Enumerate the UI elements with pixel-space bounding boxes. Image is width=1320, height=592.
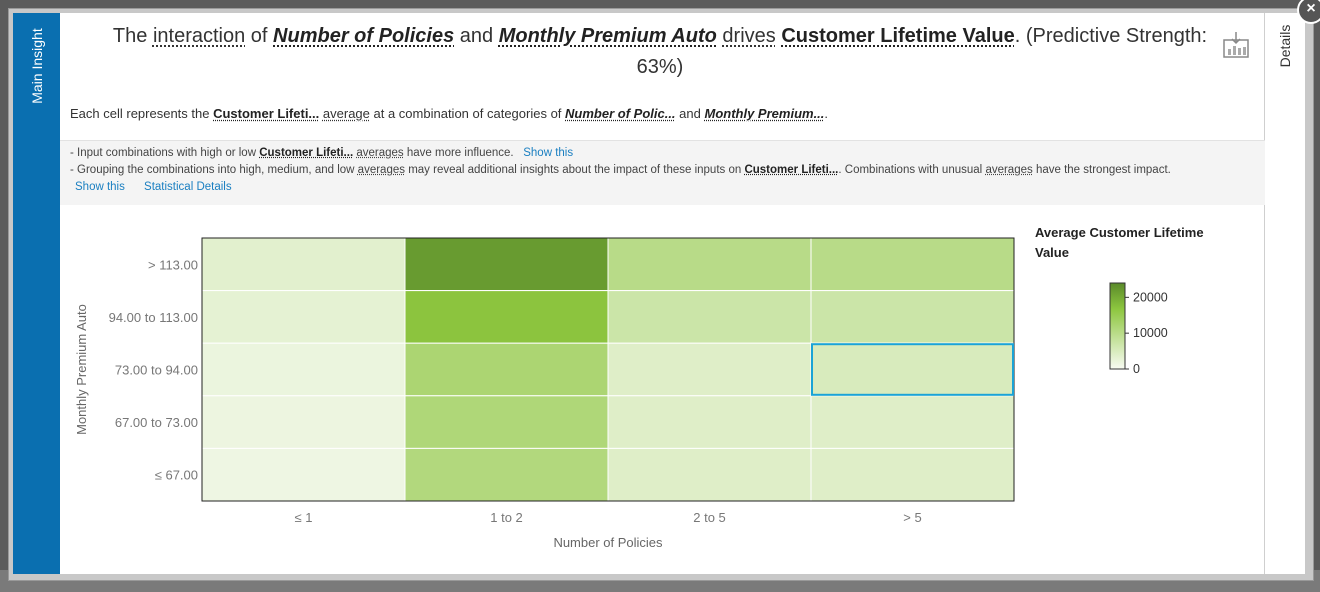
headline-interaction-term[interactable]: interaction — [152, 25, 246, 47]
y-tick-label: > 113.00 — [148, 257, 198, 272]
headline-text: of — [250, 25, 268, 47]
x-axis-label: Number of Policies — [553, 535, 663, 550]
heatmap-cell[interactable] — [201, 395, 406, 449]
heatmap-cell[interactable] — [810, 342, 1015, 397]
note-average-term[interactable]: averages — [357, 164, 405, 176]
note-text: have more influence. — [406, 147, 514, 159]
legend-color-bar — [1109, 282, 1126, 370]
details-tab-label: Details — [1277, 24, 1293, 68]
note-text: . Combinations with unusual — [838, 164, 983, 176]
headline-text: The — [112, 25, 148, 47]
x-tick-label: ≤ 1 — [295, 510, 313, 525]
subline-field-premium[interactable]: Monthly Premium... — [704, 106, 825, 121]
close-icon[interactable]: × — [1297, 0, 1320, 24]
details-tab[interactable]: Details — [1264, 13, 1305, 574]
heatmap-cell[interactable] — [607, 237, 812, 292]
cell-description: Each cell represents the Customer Lifeti… — [70, 106, 828, 121]
heatmap-cell[interactable] — [810, 237, 1015, 292]
note-text: have the strongest impact. — [1035, 164, 1171, 176]
note-target-field[interactable]: Customer Lifeti... — [744, 164, 839, 176]
note-average-term[interactable]: averages — [356, 147, 404, 159]
headline-strength: . (Predictive Strength: 63%) — [636, 25, 1208, 78]
x-tick-label: 1 to 2 — [490, 510, 523, 525]
headline-drives-term[interactable]: drives — [722, 25, 776, 47]
note-target-field[interactable]: Customer Lifeti... — [259, 147, 354, 159]
show-this-link-2[interactable]: Show this — [75, 181, 125, 193]
note-2: - Grouping the combinations into high, m… — [70, 164, 1171, 176]
legend-tick-label: 20000 — [1133, 290, 1168, 304]
heatmap-cell[interactable] — [810, 290, 1015, 344]
note-links: Show this Statistical Details — [75, 181, 232, 193]
y-tick-label: 67.00 to 73.00 — [115, 415, 198, 430]
y-axis-label: Monthly Premium Auto — [74, 304, 89, 435]
x-tick-label: 2 to 5 — [693, 510, 726, 525]
subline-average-term[interactable]: average — [322, 106, 370, 121]
subline-text: at a combination of categories of — [373, 106, 562, 121]
download-icon[interactable] — [1222, 31, 1250, 59]
heatmap-cell[interactable] — [404, 342, 609, 397]
y-tick-label: ≤ 67.00 — [155, 468, 198, 483]
y-tick-label: 94.00 to 113.00 — [109, 310, 198, 325]
y-tick-label: 73.00 to 94.00 — [115, 363, 198, 378]
headline-field-policies[interactable]: Number of Policies — [273, 25, 455, 47]
insight-headline: The interaction of Number of Policies an… — [90, 21, 1230, 83]
heatmap-cell[interactable] — [201, 447, 406, 502]
legend-title: Average Customer Lifetime Value — [1035, 225, 1204, 260]
headline-field-premium[interactable]: Monthly Premium Auto — [498, 25, 717, 47]
heatmap-cell[interactable] — [607, 342, 812, 397]
headline-text: and — [459, 25, 494, 47]
subline-target-field[interactable]: Customer Lifeti... — [213, 106, 320, 121]
note-text: - Grouping the combinations into high, m… — [70, 164, 355, 176]
heatmap-cell[interactable] — [201, 290, 406, 344]
legend-tick-label: 0 — [1133, 362, 1140, 376]
note-average-term[interactable]: averages — [985, 164, 1033, 176]
note-text: - Input combinations with high or low — [70, 147, 257, 159]
heatmap-chart: > 113.00 94.00 to 113.00 73.00 to 94.00 67.… — [74, 237, 1168, 550]
x-tick-label: > 5 — [903, 510, 921, 525]
heatmap-cell[interactable] — [201, 342, 406, 397]
main-panel: The interaction of Number of Policies an… — [60, 13, 1265, 574]
heatmap-cell[interactable] — [607, 290, 812, 344]
heatmap-cell[interactable] — [404, 290, 609, 344]
heatmap-cell[interactable] — [607, 395, 812, 449]
heatmap-cell[interactable] — [404, 395, 609, 449]
heatmap-cell[interactable] — [810, 447, 1015, 502]
show-this-link-1[interactable]: Show this — [523, 147, 574, 159]
heatmap-cell[interactable] — [607, 447, 812, 502]
headline-target-field[interactable]: Customer Lifetime Value — [781, 25, 1015, 47]
heatmap-cell[interactable] — [201, 237, 406, 292]
note-1: - Input combinations with high or low Cu… — [70, 147, 573, 159]
legend-tick-label: 10000 — [1133, 326, 1168, 340]
subline-field-policies[interactable]: Number of Polic... — [565, 106, 676, 121]
main-insight-tab[interactable]: Main Insight — [13, 13, 60, 574]
statistical-details-link[interactable]: Statistical Details — [144, 181, 232, 193]
subline-text: . — [824, 106, 829, 121]
heatmap-cell[interactable] — [404, 447, 609, 502]
main-insight-tab-label: Main Insight — [29, 28, 45, 104]
selected-cell-highlight — [811, 343, 1014, 396]
insight-dialog: Main Insight Details The interaction of … — [13, 13, 1305, 574]
heatmap-cell[interactable] — [404, 237, 609, 292]
heatmap-cell[interactable] — [810, 395, 1015, 449]
note-text: may reveal additional insights about the… — [408, 164, 742, 176]
insight-notes: - Input combinations with high or low Cu… — [60, 140, 1265, 205]
subline-text: and — [679, 106, 701, 121]
subline-text: Each cell represents the — [70, 106, 210, 121]
